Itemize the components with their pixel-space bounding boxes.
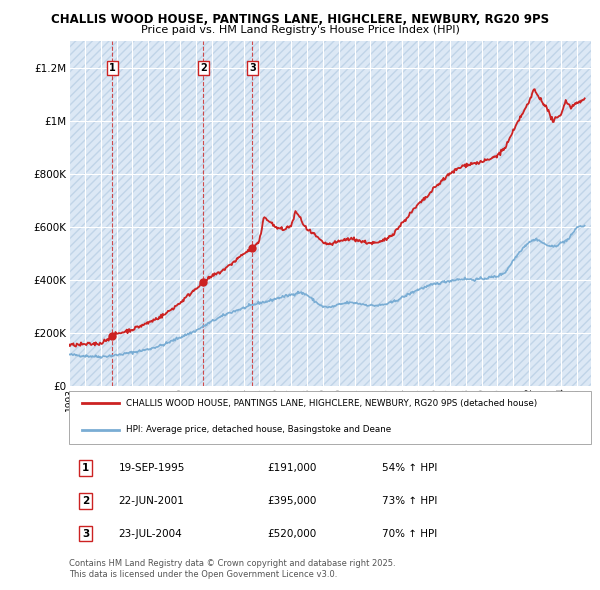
FancyBboxPatch shape <box>69 391 591 444</box>
Text: Contains HM Land Registry data © Crown copyright and database right 2025.
This d: Contains HM Land Registry data © Crown c… <box>69 559 395 579</box>
Text: 1: 1 <box>82 463 89 473</box>
Text: CHALLIS WOOD HOUSE, PANTINGS LANE, HIGHCLERE, NEWBURY, RG20 9PS (detached house): CHALLIS WOOD HOUSE, PANTINGS LANE, HIGHC… <box>127 399 538 408</box>
Text: 54% ↑ HPI: 54% ↑ HPI <box>382 463 437 473</box>
Text: £191,000: £191,000 <box>268 463 317 473</box>
Text: Price paid vs. HM Land Registry's House Price Index (HPI): Price paid vs. HM Land Registry's House … <box>140 25 460 35</box>
Text: 23-JUL-2004: 23-JUL-2004 <box>119 529 182 539</box>
Text: 2: 2 <box>82 496 89 506</box>
Text: £395,000: £395,000 <box>268 496 317 506</box>
Text: £520,000: £520,000 <box>268 529 317 539</box>
Text: 70% ↑ HPI: 70% ↑ HPI <box>382 529 437 539</box>
Text: 22-JUN-2001: 22-JUN-2001 <box>119 496 184 506</box>
Text: HPI: Average price, detached house, Basingstoke and Deane: HPI: Average price, detached house, Basi… <box>127 425 392 434</box>
Text: 2: 2 <box>200 63 207 73</box>
Text: CHALLIS WOOD HOUSE, PANTINGS LANE, HIGHCLERE, NEWBURY, RG20 9PS: CHALLIS WOOD HOUSE, PANTINGS LANE, HIGHC… <box>51 13 549 26</box>
Text: 1: 1 <box>109 63 116 73</box>
Text: 3: 3 <box>82 529 89 539</box>
Text: 73% ↑ HPI: 73% ↑ HPI <box>382 496 437 506</box>
Text: 3: 3 <box>249 63 256 73</box>
Text: 19-SEP-1995: 19-SEP-1995 <box>119 463 185 473</box>
